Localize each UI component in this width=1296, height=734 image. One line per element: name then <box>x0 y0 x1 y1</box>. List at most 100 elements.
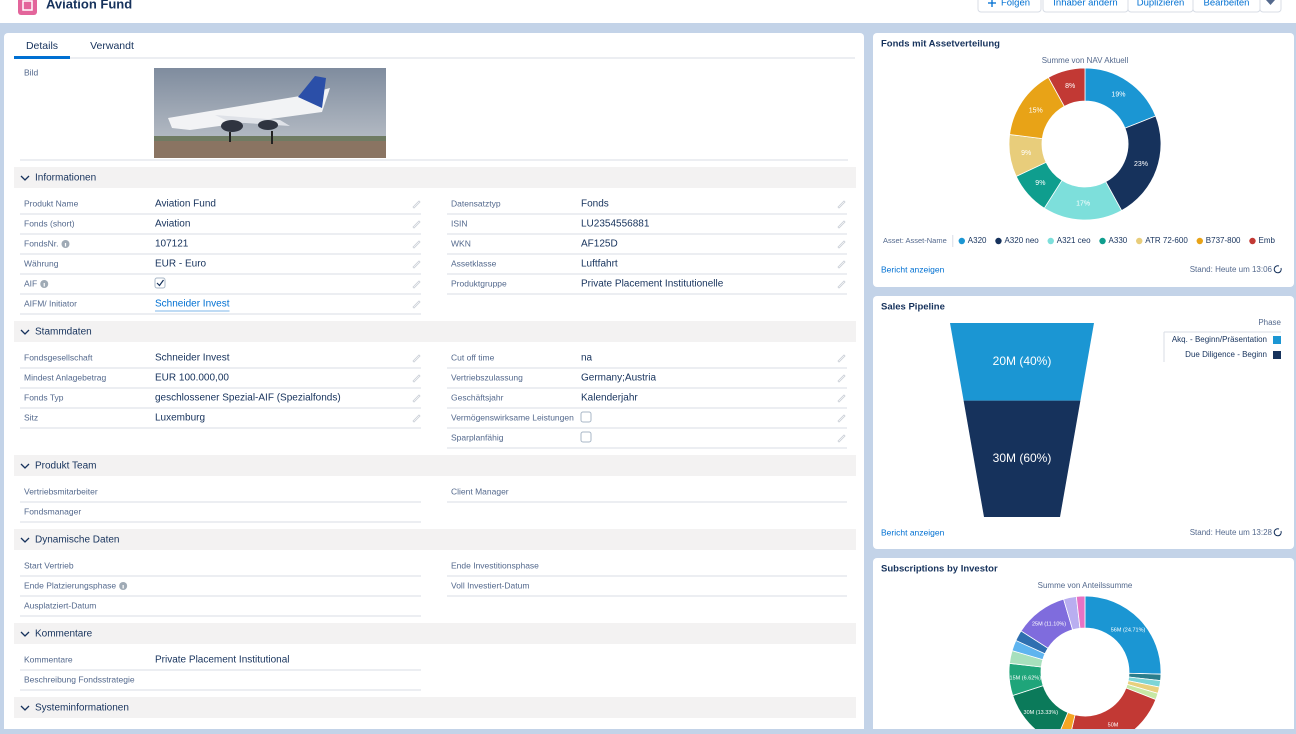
legend-title: Asset: Asset-Name <box>883 236 947 245</box>
section-title: Produkt Team <box>35 461 97 472</box>
legend-swatch[interactable] <box>1047 237 1054 245</box>
edit-icon[interactable] <box>412 354 421 363</box>
data-label: 50M <box>1108 723 1119 729</box>
data-label: 25M (11.10%) <box>1032 621 1066 627</box>
edit-icon[interactable] <box>412 200 421 209</box>
data-label: 15M (6.62%) <box>1010 675 1042 681</box>
legend-label[interactable]: A320 <box>968 236 987 245</box>
edit-icon[interactable] <box>837 414 846 423</box>
refresh-icon[interactable] <box>1273 528 1282 537</box>
legend-label[interactable]: B737-800 <box>1206 236 1241 245</box>
legend-label[interactable]: ATR 72-600 <box>1145 236 1188 245</box>
field-label: Vertriebsmitarbeiter <box>24 486 98 496</box>
edit-icon[interactable] <box>412 220 421 229</box>
funnel-segment[interactable] <box>963 400 1081 517</box>
field-label: Kommentare <box>24 654 73 664</box>
checkbox[interactable] <box>580 411 592 423</box>
funnel-segment[interactable] <box>950 323 1094 401</box>
legend-swatch[interactable] <box>1249 237 1256 245</box>
section-header[interactable] <box>14 455 856 476</box>
field-value: EUR 100.000,00 <box>155 373 229 384</box>
field-label: AIFM/ Initiator <box>24 298 77 308</box>
legend-swatch[interactable] <box>1099 237 1106 245</box>
legend-label[interactable]: Emb <box>1258 236 1275 245</box>
edit-icon[interactable] <box>412 280 421 289</box>
field-label: Bild <box>24 67 38 77</box>
field-value: Schneider Invest <box>155 353 230 364</box>
field-label: FondsNr. <box>24 238 59 248</box>
legend-swatch[interactable] <box>1273 351 1281 359</box>
timestamp: Stand: Heute um 13:06 <box>1190 265 1273 274</box>
edit-icon[interactable] <box>412 414 421 423</box>
legend-swatch[interactable] <box>1136 237 1143 245</box>
edit-icon[interactable] <box>412 394 421 403</box>
tab[interactable]: Verwandt <box>90 40 134 52</box>
tab[interactable]: Details <box>26 40 58 52</box>
field-value: Private Placement Institutionelle <box>581 279 724 290</box>
section-header[interactable] <box>14 529 856 550</box>
field-label: Produktgruppe <box>451 278 507 288</box>
record-icon-glyph <box>22 0 33 11</box>
legend-swatch[interactable] <box>1273 336 1281 344</box>
menu-button[interactable] <box>1259 0 1282 13</box>
field-label: Assetklasse <box>451 258 497 268</box>
field-label: Fonds Typ <box>24 392 64 402</box>
section-title: Stammdaten <box>35 327 92 338</box>
edit-icon[interactable] <box>837 240 846 249</box>
edit-icon[interactable] <box>837 280 846 289</box>
section-header[interactable] <box>14 321 856 342</box>
field-label: Fondsmanager <box>24 506 81 516</box>
refresh-icon[interactable] <box>1273 265 1282 274</box>
legend-label[interactable]: Due Diligence - Beginn <box>1185 350 1267 359</box>
report-link[interactable]: Bericht anzeigen <box>881 264 945 274</box>
field-label: Voll Investiert-Datum <box>451 580 529 590</box>
field-value: Kalenderjahr <box>581 393 638 404</box>
card-title: Sales Pipeline <box>881 302 945 313</box>
edit-icon[interactable] <box>837 220 846 229</box>
data-label: 17% <box>1076 200 1090 207</box>
edit-icon[interactable] <box>837 394 846 403</box>
chevron <box>20 631 30 637</box>
edit-icon[interactable] <box>412 240 421 249</box>
legend-label[interactable]: A321 ceo <box>1057 236 1091 245</box>
checkbox[interactable] <box>580 431 592 443</box>
edit-icon[interactable] <box>412 374 421 383</box>
data-label: 15% <box>1029 107 1043 114</box>
donut-segment[interactable] <box>1075 595 1086 629</box>
section-header[interactable] <box>14 697 856 718</box>
donut-segment[interactable] <box>1068 687 1157 734</box>
field-label: Fonds (short) <box>24 218 75 228</box>
report-link[interactable]: Bericht anzeigen <box>881 527 945 537</box>
legend-title: Phase <box>1258 318 1281 327</box>
legend-swatch[interactable] <box>1196 237 1203 245</box>
link[interactable]: Schneider Invest <box>155 299 230 310</box>
section-header[interactable] <box>14 623 856 644</box>
legend-swatch[interactable] <box>995 237 1002 245</box>
legend-label[interactable]: A320 neo <box>1004 236 1039 245</box>
section-header[interactable] <box>14 167 856 188</box>
field-label: Produkt Name <box>24 198 79 208</box>
legend-swatch[interactable] <box>958 237 965 245</box>
edit-icon[interactable] <box>837 374 846 383</box>
donut-segment[interactable] <box>1047 67 1086 107</box>
action-label: Inhaber ändern <box>1053 0 1117 9</box>
field-label: Ende Investitionsphase <box>451 560 539 570</box>
field-value: Aviation Fund <box>155 199 216 210</box>
action-label: Bearbeiten <box>1204 0 1250 9</box>
legend-label[interactable]: Akq. - Beginn/Präsentation <box>1172 335 1267 344</box>
aircraft-image <box>154 68 386 158</box>
section-title: Dynamische Daten <box>35 535 119 546</box>
edit-icon[interactable] <box>837 200 846 209</box>
chevron <box>20 329 30 335</box>
checkbox[interactable] <box>154 277 166 289</box>
edit-icon[interactable] <box>412 260 421 269</box>
field-value: Private Placement Institutional <box>155 655 290 666</box>
edit-icon[interactable] <box>837 354 846 363</box>
edit-icon[interactable] <box>412 300 421 309</box>
chart-subtitle: Summe von Anteilssumme <box>1038 581 1133 590</box>
field-value: Aviation <box>155 219 190 230</box>
legend-label[interactable]: A330 <box>1109 236 1128 245</box>
data-label: 9% <box>1035 180 1045 187</box>
edit-icon[interactable] <box>837 434 846 443</box>
edit-icon[interactable] <box>837 260 846 269</box>
